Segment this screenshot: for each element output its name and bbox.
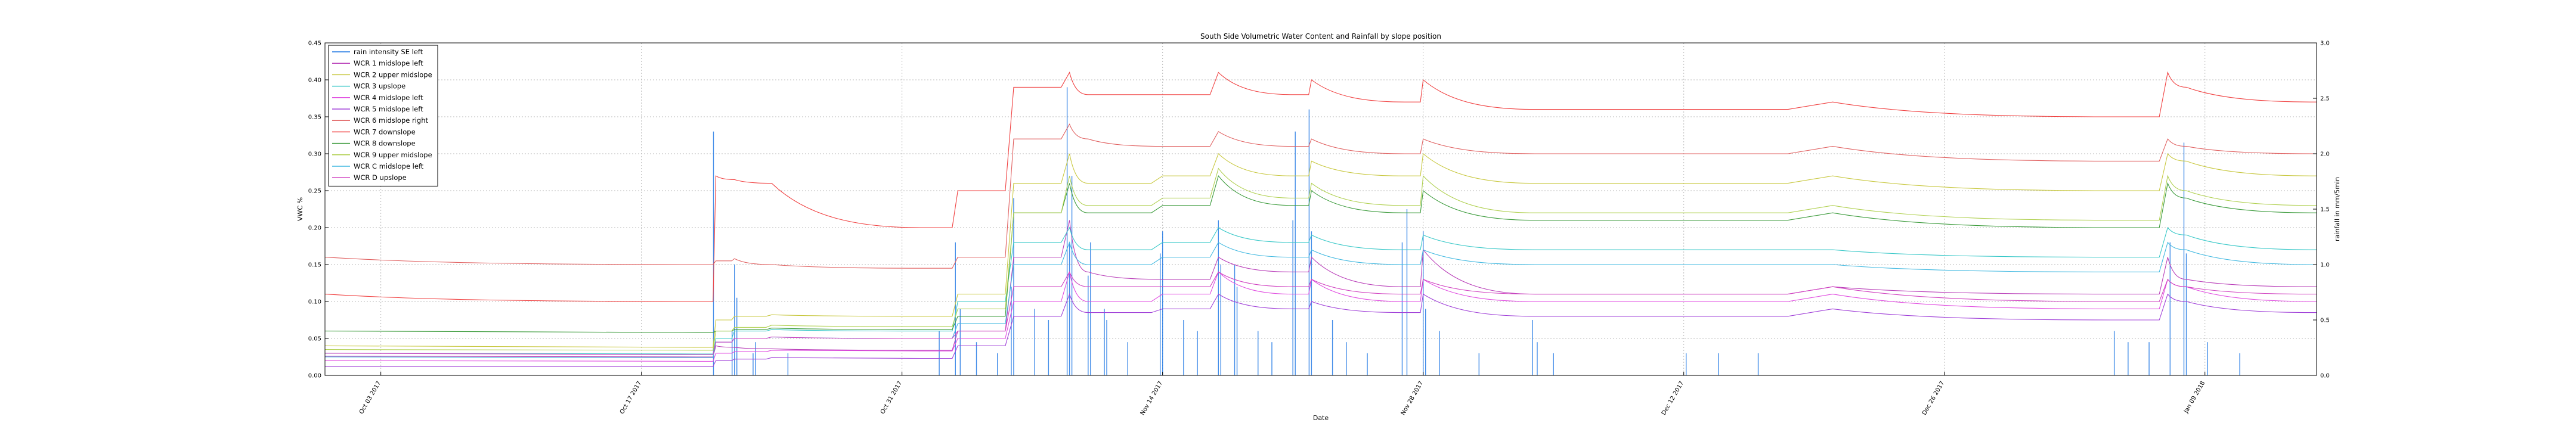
right-tick-label: 2.0	[2320, 151, 2330, 158]
x-tick-label: Dec 12 2017	[1661, 380, 1685, 416]
right-y-axis: 0.0 0.5 1.0 1.5 2.0 2.5 3.0	[2313, 41, 2330, 380]
series-line	[325, 293, 2317, 367]
series-line	[324, 220, 2317, 358]
right-tick-label: 0.5	[2320, 318, 2330, 324]
left-tick-label: 0.45	[308, 41, 321, 47]
legend-label: WCR 1 midslope left	[354, 59, 423, 67]
y-axis-label-right: rainfall in mm/5min	[2333, 177, 2341, 241]
series-line	[324, 271, 2317, 362]
legend-label: rain intensity SE left	[354, 48, 423, 56]
legend-label: WCR 3 upslope	[354, 82, 405, 91]
series-line	[324, 241, 2317, 358]
x-tick-label: Nov 28 2017	[1400, 380, 1425, 416]
series-lines	[324, 71, 2317, 367]
x-tick-label: Oct 03 2017	[358, 380, 382, 415]
series-line	[324, 123, 2317, 269]
legend-label: WCR 7 downslope	[354, 128, 416, 136]
series-line	[324, 175, 2317, 333]
series-line	[324, 153, 2317, 348]
series-line	[324, 226, 2317, 355]
legend-label: WCR 9 upper midslope	[354, 151, 432, 159]
plot-frame	[324, 42, 2317, 376]
series-line	[324, 167, 2317, 351]
legend-label: WCR 8 downslope	[354, 139, 416, 148]
x-tick-label: Oct 17 2017	[619, 380, 643, 415]
chart-title: South Side Volumetric Water Content and …	[1200, 32, 1441, 41]
series-line	[324, 271, 2317, 355]
legend-label: WCR C midslope left	[354, 162, 424, 170]
legend-box	[328, 45, 438, 186]
x-axis-label: Date	[1313, 414, 1329, 422]
right-tick-label: 1.0	[2320, 262, 2330, 269]
x-tick-label: Dec 26 2017	[1921, 380, 1946, 416]
left-tick-label: 0.05	[308, 336, 321, 343]
left-y-axis: 0.00 0.05 0.10 0.15 0.20 0.25 0.30 0.35 0.40 0.45	[308, 41, 329, 380]
x-tick-label: Nov 14 2017	[1140, 380, 1165, 416]
y-axis-label-left: VWC %	[296, 197, 304, 221]
left-tick-label: 0.35	[308, 114, 321, 121]
legend-label: WCR 6 midslope right	[354, 116, 428, 125]
left-tick-label: 0.20	[308, 225, 321, 232]
left-tick-label: 0.15	[308, 262, 321, 269]
grid	[325, 42, 2317, 376]
left-tick-label: 0.40	[308, 77, 321, 84]
left-tick-label: 0.10	[308, 299, 321, 306]
left-tick-label: 0.25	[308, 188, 321, 195]
x-tick-label: Jan 09 2018	[2182, 380, 2206, 415]
legend-label: WCR 2 upper midslope	[354, 70, 432, 79]
legend-label: WCR 5 midslope left	[354, 105, 423, 113]
legend-label: WCR 4 midslope left	[354, 94, 423, 102]
rain-bars	[713, 87, 2240, 375]
series-line	[324, 71, 2317, 302]
left-tick-label: 0.30	[308, 151, 321, 158]
right-tick-label: 2.5	[2320, 96, 2330, 102]
right-tick-label: 1.5	[2320, 207, 2330, 213]
x-tick-label: Oct 31 2017	[880, 380, 903, 415]
x-axis: Oct 03 2017 Oct 17 2017 Oct 31 2017 Nov 14 …	[358, 372, 2206, 416]
legend: rain intensity SE left WCR 1 midslope lef…	[328, 45, 438, 186]
left-tick-label: 0.00	[308, 373, 321, 380]
right-tick-label: 0.0	[2320, 373, 2330, 380]
legend-label: WCR D upslope	[354, 173, 407, 182]
right-tick-label: 3.0	[2320, 41, 2330, 47]
